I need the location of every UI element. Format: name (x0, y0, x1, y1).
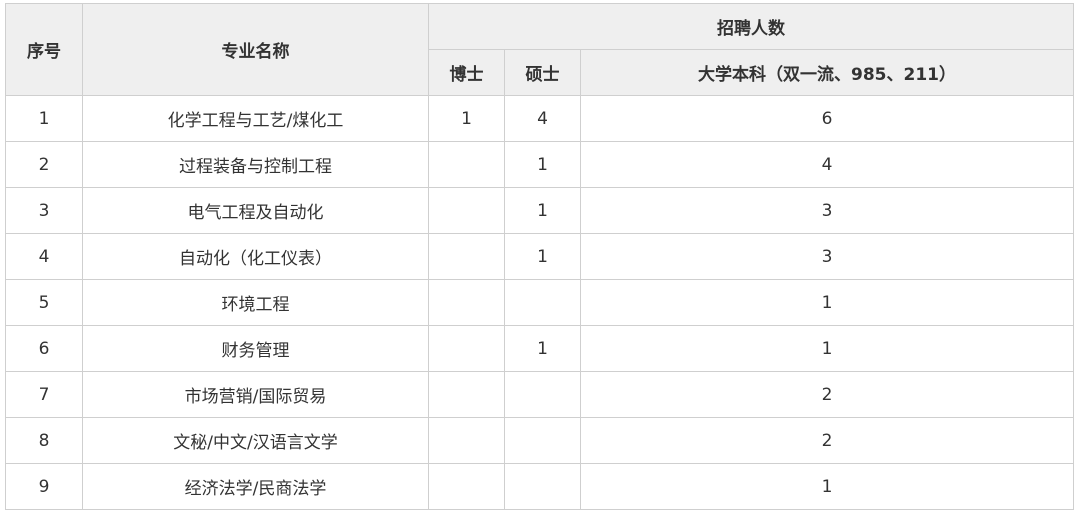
cell-bachelor: 6 (580, 95, 1074, 142)
cell-master (504, 463, 581, 510)
table-row: 1 化学工程与工艺/煤化工 1 4 6 (5, 95, 1074, 142)
cell-index: 3 (5, 187, 83, 234)
cell-index: 1 (5, 95, 83, 142)
cell-index: 2 (5, 141, 83, 188)
cell-phd (428, 417, 505, 464)
cell-bachelor: 1 (580, 463, 1074, 510)
table-row: 9 经济法学/民商法学 1 (5, 463, 1074, 510)
cell-major: 自动化（化工仪表） (82, 233, 429, 280)
cell-master (504, 279, 581, 326)
cell-major: 市场营销/国际贸易 (82, 371, 429, 418)
cell-bachelor: 3 (580, 187, 1074, 234)
table-row: 2 过程装备与控制工程 1 4 (5, 141, 1074, 188)
table-row: 6 财务管理 1 1 (5, 325, 1074, 372)
cell-bachelor: 4 (580, 141, 1074, 188)
cell-index: 5 (5, 279, 83, 326)
cell-phd (428, 233, 505, 280)
cell-master: 1 (504, 233, 581, 280)
cell-phd (428, 325, 505, 372)
table-row: 7 市场营销/国际贸易 2 (5, 371, 1074, 418)
cell-master (504, 371, 581, 418)
recruitment-table: 序号 专业名称 招聘人数 博士 硕士 大学本科（双一流、985、211） 1 化学… (5, 3, 1074, 510)
cell-bachelor: 2 (580, 371, 1074, 418)
table-row: 5 环境工程 1 (5, 279, 1074, 326)
cell-index: 6 (5, 325, 83, 372)
cell-phd (428, 279, 505, 326)
table-row: 4 自动化（化工仪表） 1 3 (5, 233, 1074, 280)
cell-master: 1 (504, 325, 581, 372)
cell-phd: 1 (428, 95, 505, 142)
table-row: 8 文秘/中文/汉语言文学 2 (5, 417, 1074, 464)
cell-master: 4 (504, 95, 581, 142)
cell-major: 文秘/中文/汉语言文学 (82, 417, 429, 464)
cell-major: 过程装备与控制工程 (82, 141, 429, 188)
cell-major: 财务管理 (82, 325, 429, 372)
cell-major: 化学工程与工艺/煤化工 (82, 95, 429, 142)
cell-master (504, 417, 581, 464)
header-index: 序号 (5, 3, 83, 96)
table-row: 3 电气工程及自动化 1 3 (5, 187, 1074, 234)
header-master: 硕士 (504, 49, 581, 96)
cell-master: 1 (504, 141, 581, 188)
cell-phd (428, 463, 505, 510)
cell-major: 电气工程及自动化 (82, 187, 429, 234)
cell-bachelor: 2 (580, 417, 1074, 464)
cell-phd (428, 141, 505, 188)
header-phd: 博士 (428, 49, 505, 96)
cell-bachelor: 1 (580, 279, 1074, 326)
header-major: 专业名称 (82, 3, 429, 96)
cell-phd (428, 371, 505, 418)
cell-index: 9 (5, 463, 83, 510)
cell-bachelor: 3 (580, 233, 1074, 280)
cell-major: 环境工程 (82, 279, 429, 326)
cell-bachelor: 1 (580, 325, 1074, 372)
header-bachelor: 大学本科（双一流、985、211） (580, 49, 1074, 96)
cell-index: 4 (5, 233, 83, 280)
header-recruit: 招聘人数 (428, 3, 1074, 50)
cell-index: 8 (5, 417, 83, 464)
cell-master: 1 (504, 187, 581, 234)
cell-phd (428, 187, 505, 234)
cell-index: 7 (5, 371, 83, 418)
cell-major: 经济法学/民商法学 (82, 463, 429, 510)
